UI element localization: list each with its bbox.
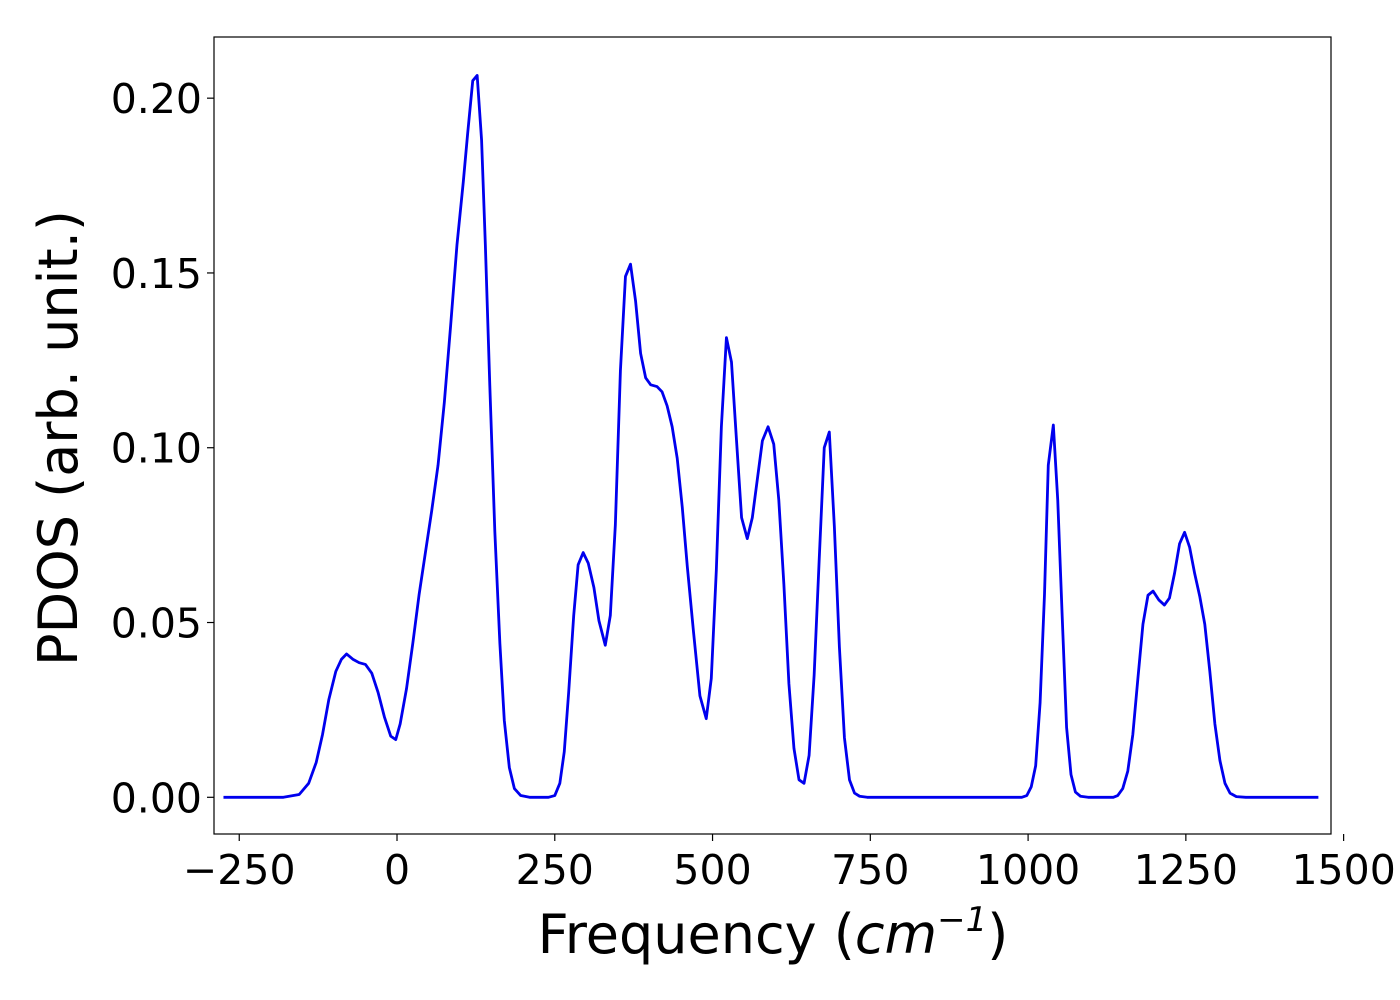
y-axis-ticks: 0.00 0.05 0.10 0.15 0.20 [111,75,214,822]
axes-frame [213,36,1332,835]
y-tick-label: 0.20 [111,75,202,123]
y-tick-label: 0.10 [111,425,202,473]
y-axis-label: PDOS (arb. unit.) [27,210,90,666]
x-tick-label: 750 [831,846,909,894]
y-tick-label: 0.15 [111,250,202,298]
x-tick-label: 0 [384,846,410,894]
plot-area [213,36,1332,835]
x-tick-label: 1250 [1134,846,1238,894]
x-tick-label: 500 [673,846,751,894]
y-tick-label: 0.00 [111,774,202,822]
x-tick-label: −250 [183,846,296,894]
x-tick-label: 1000 [976,846,1080,894]
x-axis-ticks: −250 0 250 500 750 1000 1250 1500 [183,834,1396,894]
x-axis-label: Frequency (cm−1) [538,900,1009,966]
y-tick-label: 0.05 [111,600,202,648]
series-line-0 [223,74,1319,799]
x-tick-label: 250 [516,846,594,894]
x-tick-label: 1500 [1291,846,1395,894]
